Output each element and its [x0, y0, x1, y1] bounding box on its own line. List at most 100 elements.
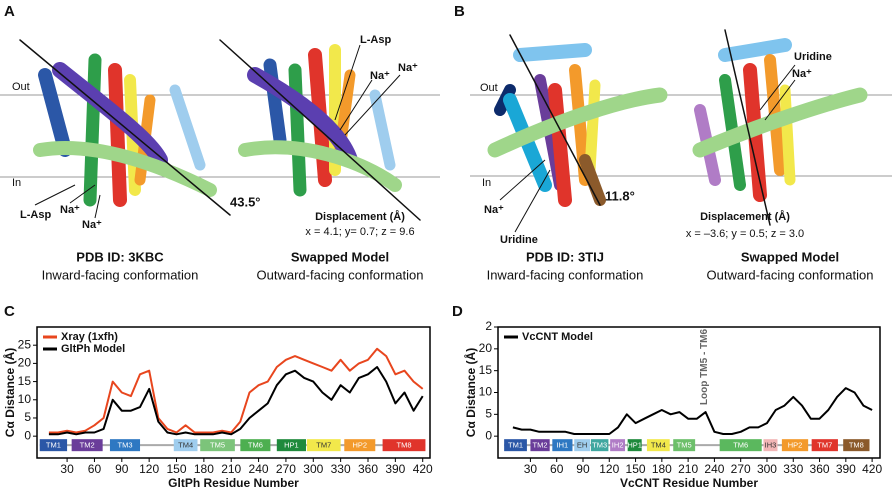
x-tick-label: 60	[88, 462, 102, 476]
x-tick-label: 120	[599, 462, 619, 476]
y-tick-label: 2	[485, 319, 492, 333]
x-tick-label: 420	[413, 462, 433, 476]
plot-frame	[36, 326, 431, 459]
segment	[811, 439, 838, 452]
x-tick-label: 390	[385, 462, 405, 476]
segment	[843, 439, 870, 452]
helices	[19, 39, 421, 221]
x-tick-label: 150	[626, 462, 646, 476]
segment-label: TM2	[80, 441, 95, 450]
structure-subtitle: Inward-facing conformation	[487, 267, 644, 282]
segment	[530, 439, 550, 452]
segment	[504, 439, 527, 452]
structure-b	[470, 29, 892, 233]
x-tick-label: 360	[358, 462, 378, 476]
out-label: Out	[480, 82, 498, 94]
displacement-value: x = –3.6; y = 0.5; z = 3.0	[686, 228, 804, 240]
segment	[276, 439, 306, 452]
segment	[719, 439, 762, 452]
annotation: Loop TM5 - TM6	[699, 329, 710, 406]
x-tick-label: 210	[678, 462, 698, 476]
ion-label: Na⁺	[60, 204, 80, 216]
segment-label: TM1	[508, 441, 523, 450]
x-tick-label: 300	[303, 462, 323, 476]
ion-label: Na⁺	[370, 70, 390, 82]
x-tick-label: 270	[731, 462, 751, 476]
ligand-label: L-Asp	[20, 209, 51, 221]
x-tick-label: 60	[550, 462, 564, 476]
y-tick-label: 20	[18, 356, 32, 370]
y-tick-label: 5	[24, 410, 31, 424]
arrows	[34, 44, 401, 219]
in-label: In	[482, 177, 491, 189]
segment	[71, 439, 103, 452]
segment	[173, 439, 198, 452]
panel-label: D	[452, 303, 463, 320]
segment-label: TM6	[248, 441, 263, 450]
y-tick-label: 0	[24, 428, 31, 442]
displacement-title: Displacement (Å)	[315, 210, 405, 223]
plot-frame	[497, 326, 881, 459]
segment	[109, 439, 141, 452]
segment-label: TM5	[210, 441, 225, 450]
segment	[610, 439, 626, 452]
segment	[781, 439, 809, 452]
segment	[306, 439, 341, 452]
y-tick-label: 15	[479, 363, 493, 377]
legend-label: GltPh Model	[61, 343, 125, 355]
displacement-title: Displacement (Å)	[700, 210, 790, 223]
segment-label: TM8	[397, 441, 412, 450]
y-axis-label: Cα Distance (Å)	[463, 348, 478, 437]
x-tick-label: 180	[652, 462, 672, 476]
out-label: Out	[12, 81, 30, 93]
x-tick-label: 30	[60, 462, 74, 476]
x-tick-label: 180	[194, 462, 214, 476]
panel-label: C	[4, 303, 15, 320]
segment-label: IH1	[557, 441, 569, 450]
segment	[382, 439, 426, 452]
x-tick-label: 270	[276, 462, 296, 476]
x-tick-label: 240	[704, 462, 724, 476]
segment-label: HP2	[352, 441, 367, 450]
y-tick-label: 15	[18, 374, 32, 388]
helices	[487, 29, 868, 226]
segment-label: TM5	[677, 441, 692, 450]
y-tick-label: 10	[18, 392, 32, 406]
segment-label: IH2	[612, 441, 624, 450]
panel-label: B	[454, 3, 465, 20]
segment	[39, 439, 68, 452]
x-tick-label: 30	[524, 462, 538, 476]
segment	[590, 439, 609, 452]
segment-label: TM4	[178, 441, 193, 450]
angle-label: 43.5°	[230, 194, 261, 209]
structure-subtitle: Inward-facing conformation	[42, 267, 199, 282]
series-line	[48, 347, 424, 434]
x-tick-label: 120	[139, 462, 159, 476]
ligand-label: Uridine	[500, 234, 538, 246]
y-tick-label: 25	[18, 337, 32, 351]
x-tick-label: 210	[221, 462, 241, 476]
segment-label: TM2	[533, 441, 548, 450]
x-tick-label: 150	[166, 462, 186, 476]
structure-title: Swapped Model	[291, 249, 389, 264]
angle-label: 11.8°	[605, 188, 635, 203]
structure-subtitle: Outward-facing conformation	[257, 267, 424, 282]
series-line	[48, 366, 424, 436]
ion-label: Na⁺	[792, 68, 812, 80]
series-line	[512, 387, 873, 435]
x-axis-label: VcCNT Residue Number	[620, 476, 758, 490]
x-tick-label: 330	[331, 462, 351, 476]
x-tick-label: 420	[862, 462, 882, 476]
segment-label: TM3	[592, 441, 607, 450]
x-tick-label: 240	[249, 462, 269, 476]
segment-label: IH3	[765, 441, 777, 450]
y-tick-label: 5	[485, 407, 492, 421]
in-label: In	[12, 177, 21, 189]
segment-label: TM3	[117, 441, 132, 450]
structure-title: PDB ID: 3TIJ	[526, 249, 604, 264]
segment-label: EH	[577, 441, 587, 450]
x-tick-label: 330	[783, 462, 803, 476]
segment	[627, 439, 642, 452]
ion-label: Na⁺	[484, 204, 504, 216]
